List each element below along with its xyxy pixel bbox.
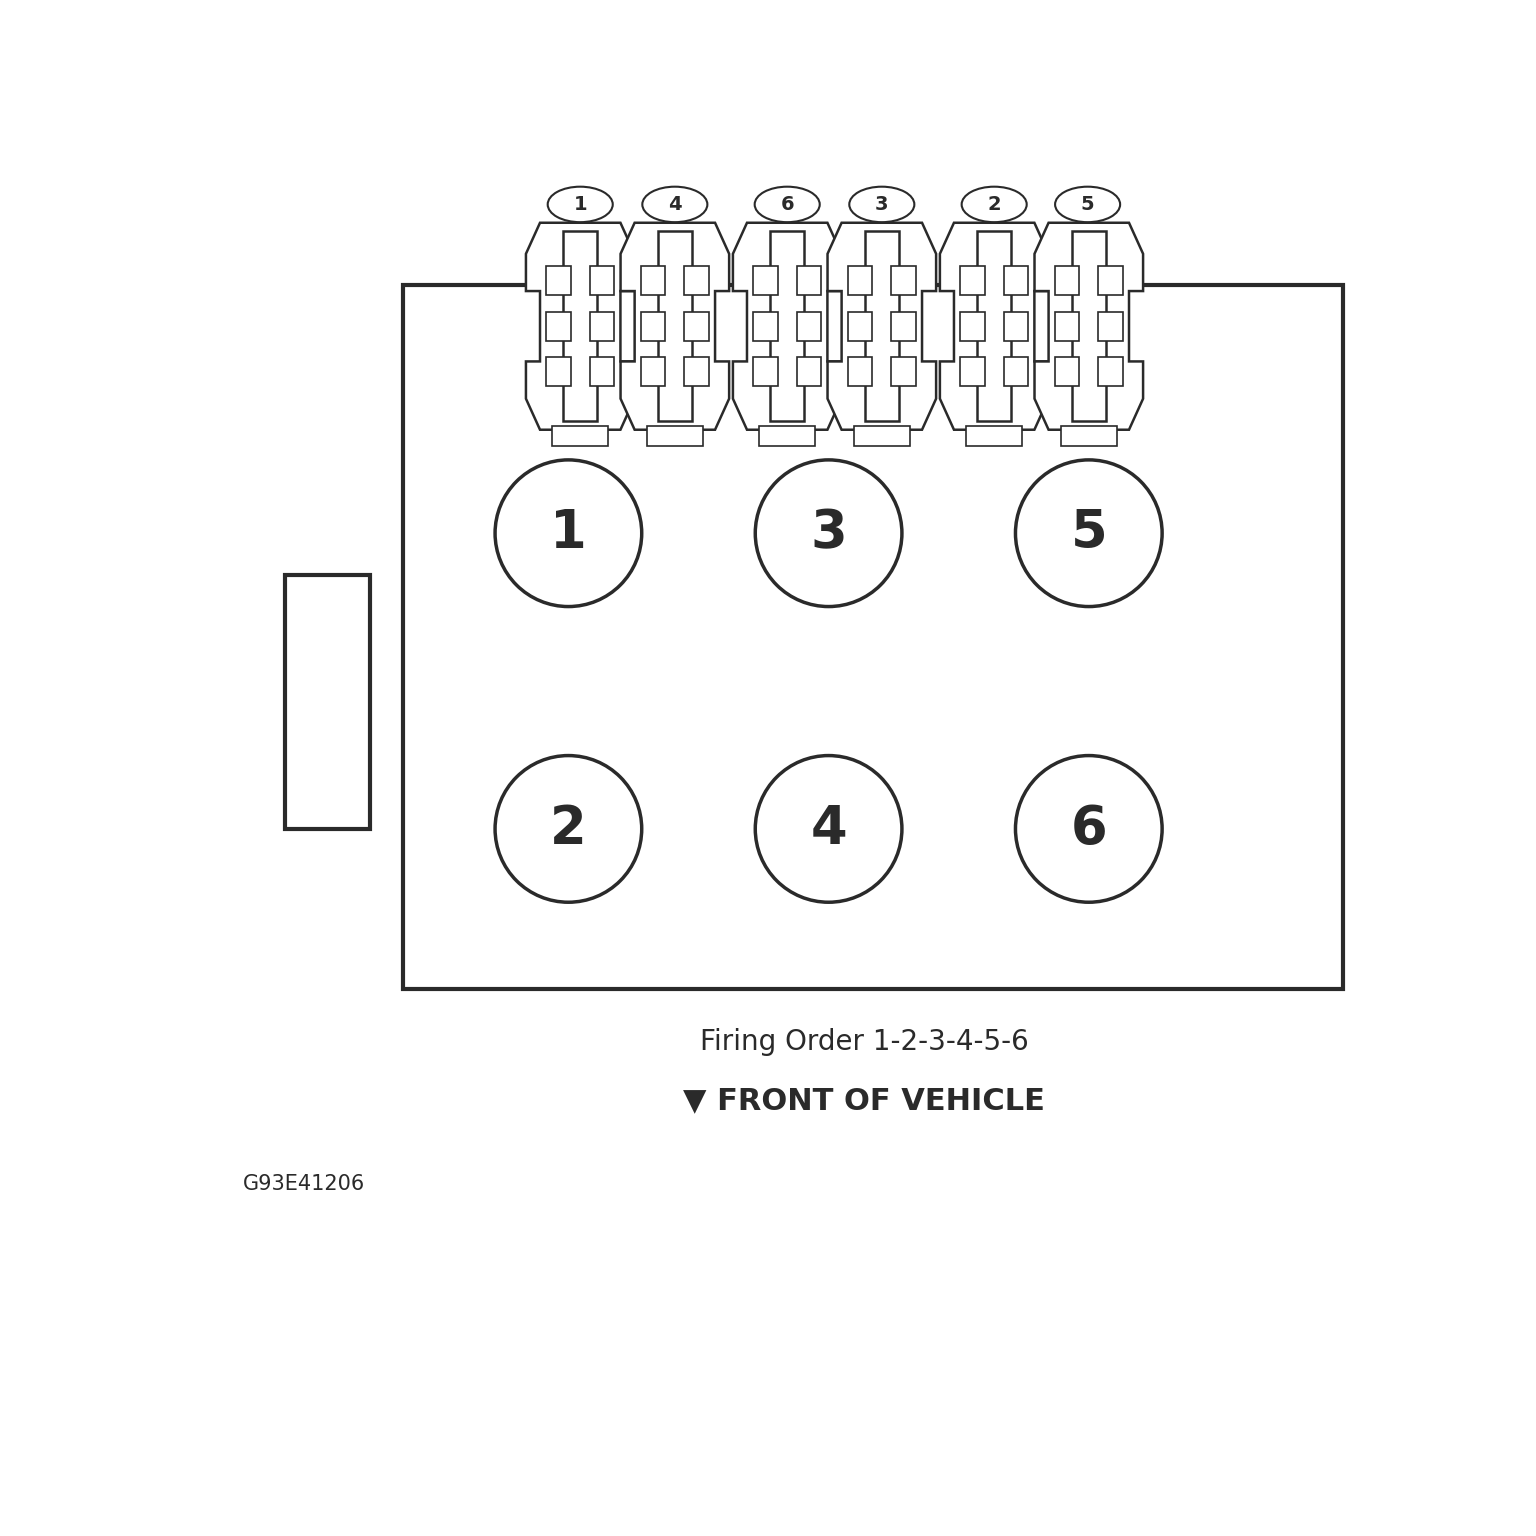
Bar	[590, 266, 614, 295]
Ellipse shape	[983, 206, 1006, 217]
Bar	[547, 266, 570, 295]
Bar	[685, 266, 708, 295]
Ellipse shape	[1055, 187, 1120, 223]
Bar	[1098, 358, 1123, 386]
Bar	[647, 425, 703, 447]
Bar	[759, 425, 816, 447]
Bar	[960, 266, 985, 295]
Text: 2: 2	[988, 195, 1001, 214]
Text: 6: 6	[780, 195, 794, 214]
Bar	[797, 266, 820, 295]
Ellipse shape	[849, 187, 914, 223]
Bar	[1055, 266, 1080, 295]
Polygon shape	[1035, 223, 1143, 430]
Circle shape	[495, 756, 642, 902]
Circle shape	[1015, 756, 1163, 902]
Bar	[1098, 312, 1123, 341]
Bar	[771, 230, 803, 421]
Bar	[977, 230, 1011, 421]
Bar	[641, 358, 665, 386]
Bar	[960, 312, 985, 341]
Ellipse shape	[776, 206, 799, 217]
Bar	[547, 358, 570, 386]
Bar	[402, 284, 1342, 989]
Bar	[1072, 230, 1106, 421]
Text: 1: 1	[550, 507, 587, 559]
Ellipse shape	[548, 187, 613, 223]
Bar	[641, 266, 665, 295]
Bar	[641, 312, 665, 341]
Bar	[891, 312, 915, 341]
Text: 3: 3	[876, 195, 888, 214]
Circle shape	[756, 756, 902, 902]
Bar	[685, 312, 708, 341]
Bar	[685, 358, 708, 386]
Polygon shape	[940, 223, 1049, 430]
Bar	[797, 358, 820, 386]
Bar	[797, 312, 820, 341]
Text: 6: 6	[1071, 803, 1107, 856]
Ellipse shape	[962, 187, 1026, 223]
Bar	[891, 358, 915, 386]
Bar	[966, 425, 1023, 447]
Bar	[1061, 425, 1117, 447]
Text: G93E41206: G93E41206	[243, 1174, 366, 1193]
Circle shape	[1015, 459, 1163, 607]
Polygon shape	[525, 223, 634, 430]
Ellipse shape	[1078, 206, 1100, 217]
Polygon shape	[733, 223, 842, 430]
Bar	[1055, 358, 1080, 386]
Bar	[754, 312, 777, 341]
Bar	[848, 312, 872, 341]
Text: 5: 5	[1071, 507, 1107, 559]
Bar	[1055, 312, 1080, 341]
Bar	[551, 425, 608, 447]
Bar	[657, 230, 691, 421]
Ellipse shape	[568, 206, 591, 217]
Bar	[1005, 266, 1028, 295]
Bar	[284, 574, 370, 829]
Bar	[590, 312, 614, 341]
Bar	[848, 266, 872, 295]
Bar	[891, 266, 915, 295]
Bar	[1005, 312, 1028, 341]
Bar	[1005, 358, 1028, 386]
Bar	[564, 230, 598, 421]
Bar	[590, 358, 614, 386]
Polygon shape	[828, 223, 935, 430]
Text: 3: 3	[809, 507, 846, 559]
Bar	[754, 358, 777, 386]
Bar	[960, 358, 985, 386]
Bar	[854, 425, 909, 447]
Text: 2: 2	[550, 803, 587, 856]
Bar	[754, 266, 777, 295]
Ellipse shape	[754, 187, 820, 223]
Polygon shape	[621, 223, 730, 430]
Text: 1: 1	[573, 195, 587, 214]
Text: 4: 4	[811, 803, 846, 856]
Bar	[865, 230, 899, 421]
Bar	[1098, 266, 1123, 295]
Bar	[848, 358, 872, 386]
Bar	[547, 312, 570, 341]
Text: Firing Order 1-2-3-4-5-6: Firing Order 1-2-3-4-5-6	[700, 1028, 1029, 1055]
Text: 4: 4	[668, 195, 682, 214]
Circle shape	[495, 459, 642, 607]
Ellipse shape	[642, 187, 708, 223]
Text: ▼ FRONT OF VEHICLE: ▼ FRONT OF VEHICLE	[684, 1086, 1044, 1115]
Ellipse shape	[871, 206, 892, 217]
Ellipse shape	[664, 206, 687, 217]
Circle shape	[756, 459, 902, 607]
Text: 5: 5	[1081, 195, 1095, 214]
